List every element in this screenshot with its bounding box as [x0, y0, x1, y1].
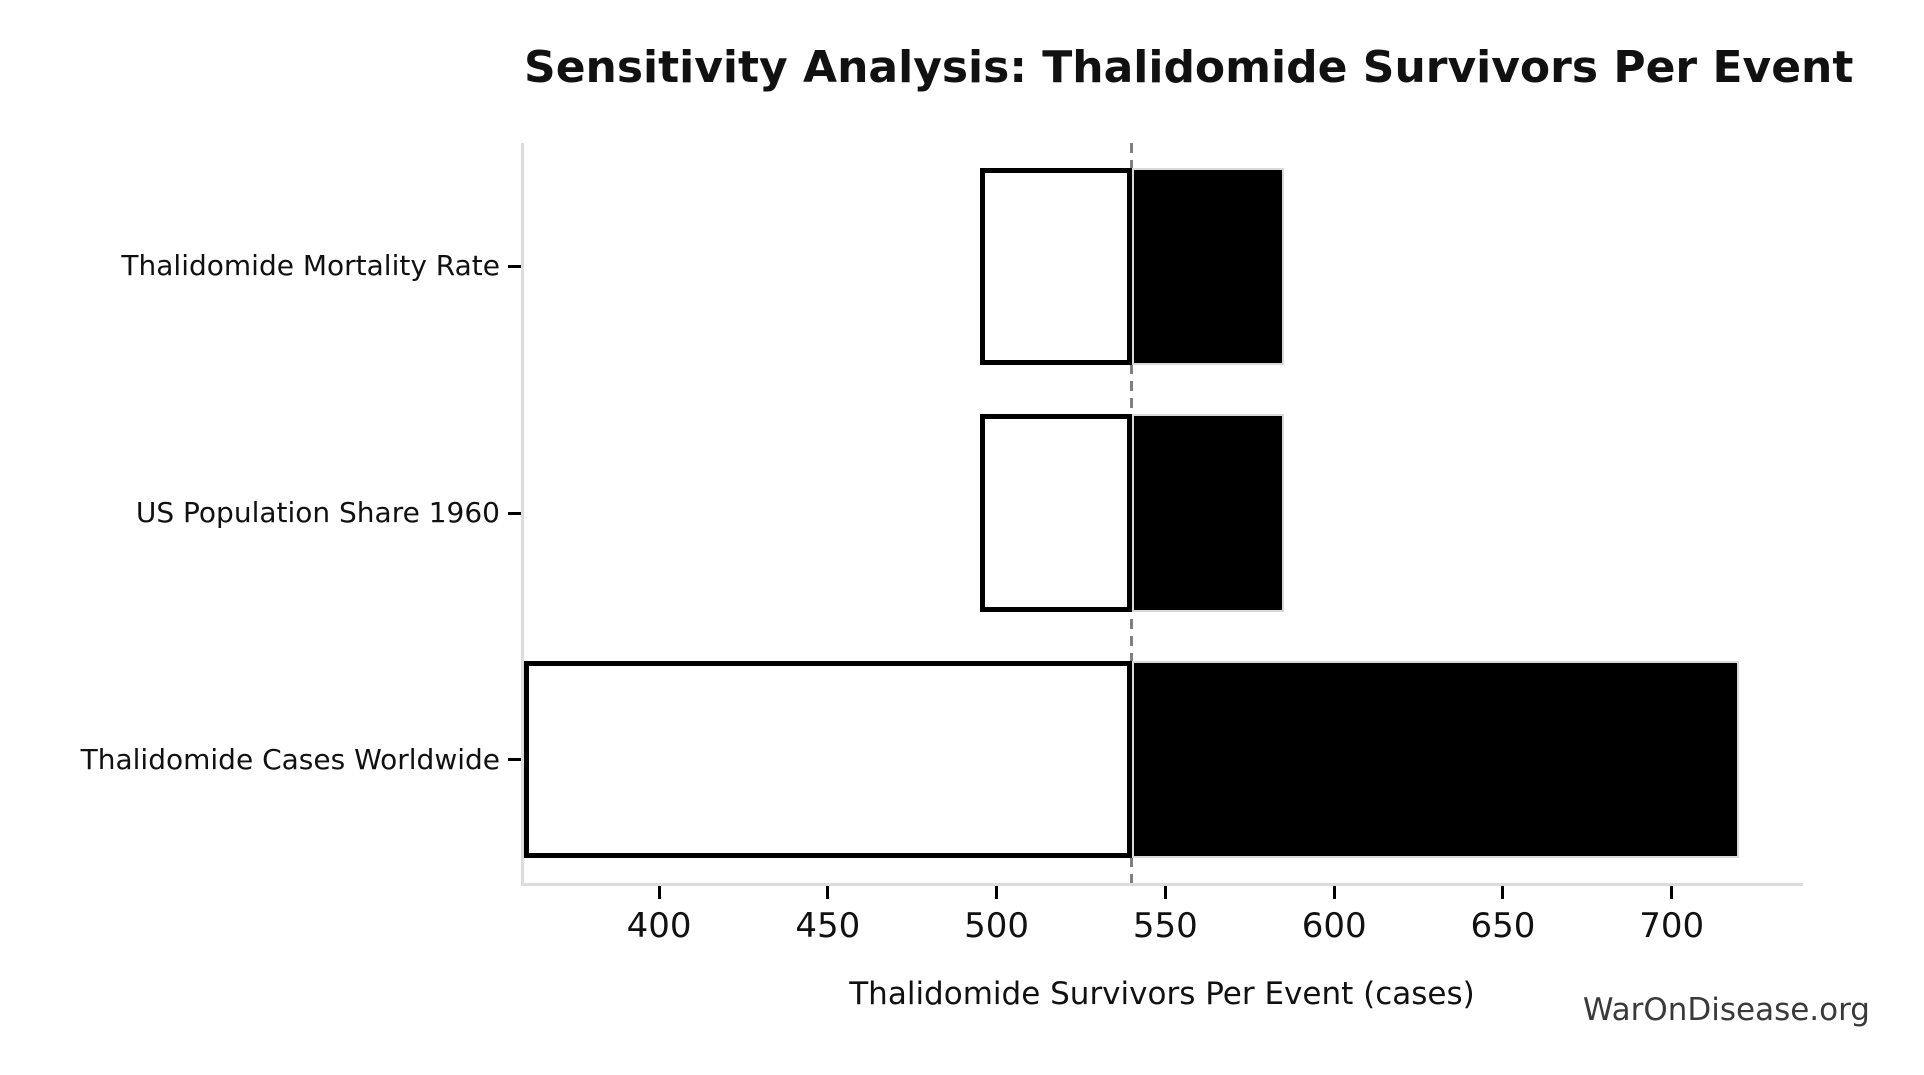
x-tick-mark	[1501, 886, 1505, 899]
bar-high-2	[1131, 661, 1740, 859]
x-tick-mark	[826, 886, 830, 899]
x-axis-spine	[521, 883, 1803, 886]
x-tick-label: 600	[1301, 906, 1367, 946]
x-tick-label: 650	[1470, 906, 1536, 946]
x-tick-label: 400	[626, 906, 692, 946]
x-tick-label: 500	[964, 906, 1030, 946]
x-tick-label: 550	[1132, 906, 1198, 946]
y-axis-spine	[521, 143, 524, 886]
bar-high-0	[1131, 167, 1284, 365]
x-tick-mark	[657, 886, 661, 899]
x-tick-mark	[1163, 886, 1167, 899]
bar-low-1	[979, 414, 1132, 612]
category-label-0: Thalidomide Mortality Rate	[121, 249, 500, 283]
x-tick-mark	[1332, 886, 1336, 899]
x-tick-label: 700	[1639, 906, 1705, 946]
x-axis-label: Thalidomide Survivors Per Event (cases)	[849, 976, 1475, 1012]
x-tick-mark	[995, 886, 999, 899]
chart-title: Sensitivity Analysis: Thalidomide Surviv…	[524, 42, 1854, 93]
plot-area	[524, 143, 1800, 883]
bar-low-0	[979, 167, 1132, 365]
y-tick-mark	[508, 758, 521, 762]
category-label-1: US Population Share 1960	[135, 496, 500, 529]
x-tick-mark	[1670, 886, 1674, 899]
y-tick-mark	[508, 511, 521, 515]
category-label-2: Thalidomide Cases Worldwide	[80, 742, 500, 776]
x-tick-label: 450	[795, 906, 861, 946]
bar-high-1	[1131, 414, 1284, 612]
y-tick-mark	[508, 264, 521, 268]
bar-low-2	[524, 661, 1132, 859]
watermark: WarOnDisease.org	[1582, 992, 1870, 1028]
